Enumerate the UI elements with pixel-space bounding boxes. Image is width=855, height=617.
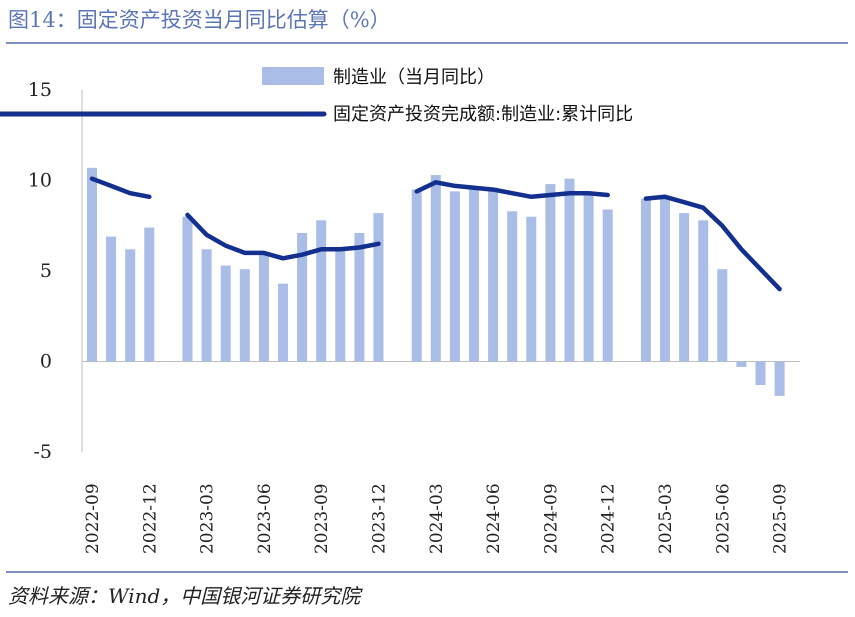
- bar: [583, 194, 594, 362]
- bar: [182, 216, 193, 362]
- x-tick-label: 2023-12: [370, 483, 390, 554]
- bar: [430, 175, 441, 362]
- bar: [278, 283, 288, 362]
- legend: 制造业（当月同比） 固定资产投资完成额:制造业:累计同比: [0, 67, 633, 125]
- bar: [239, 269, 250, 362]
- x-tick-label: 2024-03: [427, 483, 447, 554]
- bar: [125, 249, 136, 362]
- y-tick-label: 15: [28, 79, 52, 101]
- bar: [411, 189, 422, 362]
- bar: [640, 198, 651, 362]
- source-note: 资料来源：Wind，中国银河证券研究院: [8, 584, 361, 608]
- bar: [774, 361, 785, 396]
- bar: [717, 269, 728, 362]
- legend-line-label: 固定资产投资完成额:制造业:累计同比: [333, 104, 633, 125]
- legend-bar-label: 制造业（当月同比）: [333, 67, 495, 88]
- x-tick-label: 2023-03: [198, 483, 218, 554]
- bar: [660, 196, 670, 362]
- footer-divider: [6, 571, 848, 573]
- bar: [755, 361, 766, 386]
- x-tick-label: 2022-12: [140, 483, 160, 554]
- x-tick-label: 2023-06: [255, 483, 275, 554]
- bar: [87, 167, 97, 362]
- bar: [106, 236, 117, 362]
- bar: [545, 184, 556, 362]
- bar: [297, 232, 308, 362]
- bar: [201, 249, 212, 362]
- x-tick-label: 2025-09: [771, 483, 791, 554]
- bar: [488, 187, 499, 362]
- bar: [335, 251, 346, 362]
- series-line: [185, 212, 381, 261]
- chart-title: 图14：固定资产投资当月同比估算（%）: [8, 8, 391, 32]
- x-tick-label: 2025-03: [656, 483, 676, 554]
- x-tick-label: 2022-09: [83, 483, 103, 554]
- x-tick-label: 2024-09: [541, 483, 561, 554]
- line-series: [89, 176, 782, 292]
- series-line: [414, 180, 610, 200]
- y-axis-ticks: 15 10 5 0 -5: [28, 79, 52, 463]
- y-tick-label: -5: [33, 441, 52, 463]
- legend-bar-swatch: [262, 67, 324, 85]
- y-tick-label: 5: [40, 260, 52, 282]
- bar: [602, 209, 613, 362]
- x-tick-label: 2025-06: [713, 483, 733, 554]
- bar: [354, 232, 365, 362]
- bar: [564, 178, 575, 362]
- bar-series: [87, 167, 785, 396]
- bar: [736, 361, 747, 367]
- x-tick-label: 2024-12: [599, 483, 619, 554]
- x-tick-label: 2024-06: [484, 483, 504, 554]
- bar: [526, 216, 537, 362]
- y-tick-label: 0: [40, 351, 52, 373]
- bar: [449, 191, 460, 362]
- bar: [316, 220, 327, 362]
- bar: [469, 189, 479, 362]
- series-line: [643, 194, 782, 292]
- bar: [144, 227, 155, 362]
- bar: [258, 254, 269, 362]
- bar: [220, 265, 231, 362]
- x-axis-ticks: 2022-09 2022-12 2023-03 2023-06 2023-09 2023-…: [83, 483, 791, 554]
- x-tick-label: 2023-09: [312, 483, 332, 554]
- y-tick-label: 10: [28, 170, 52, 192]
- bar: [698, 220, 709, 362]
- title-divider: [6, 42, 848, 44]
- bar: [373, 213, 384, 362]
- bar: [679, 213, 690, 362]
- series-line: [89, 176, 152, 200]
- bar: [507, 211, 518, 362]
